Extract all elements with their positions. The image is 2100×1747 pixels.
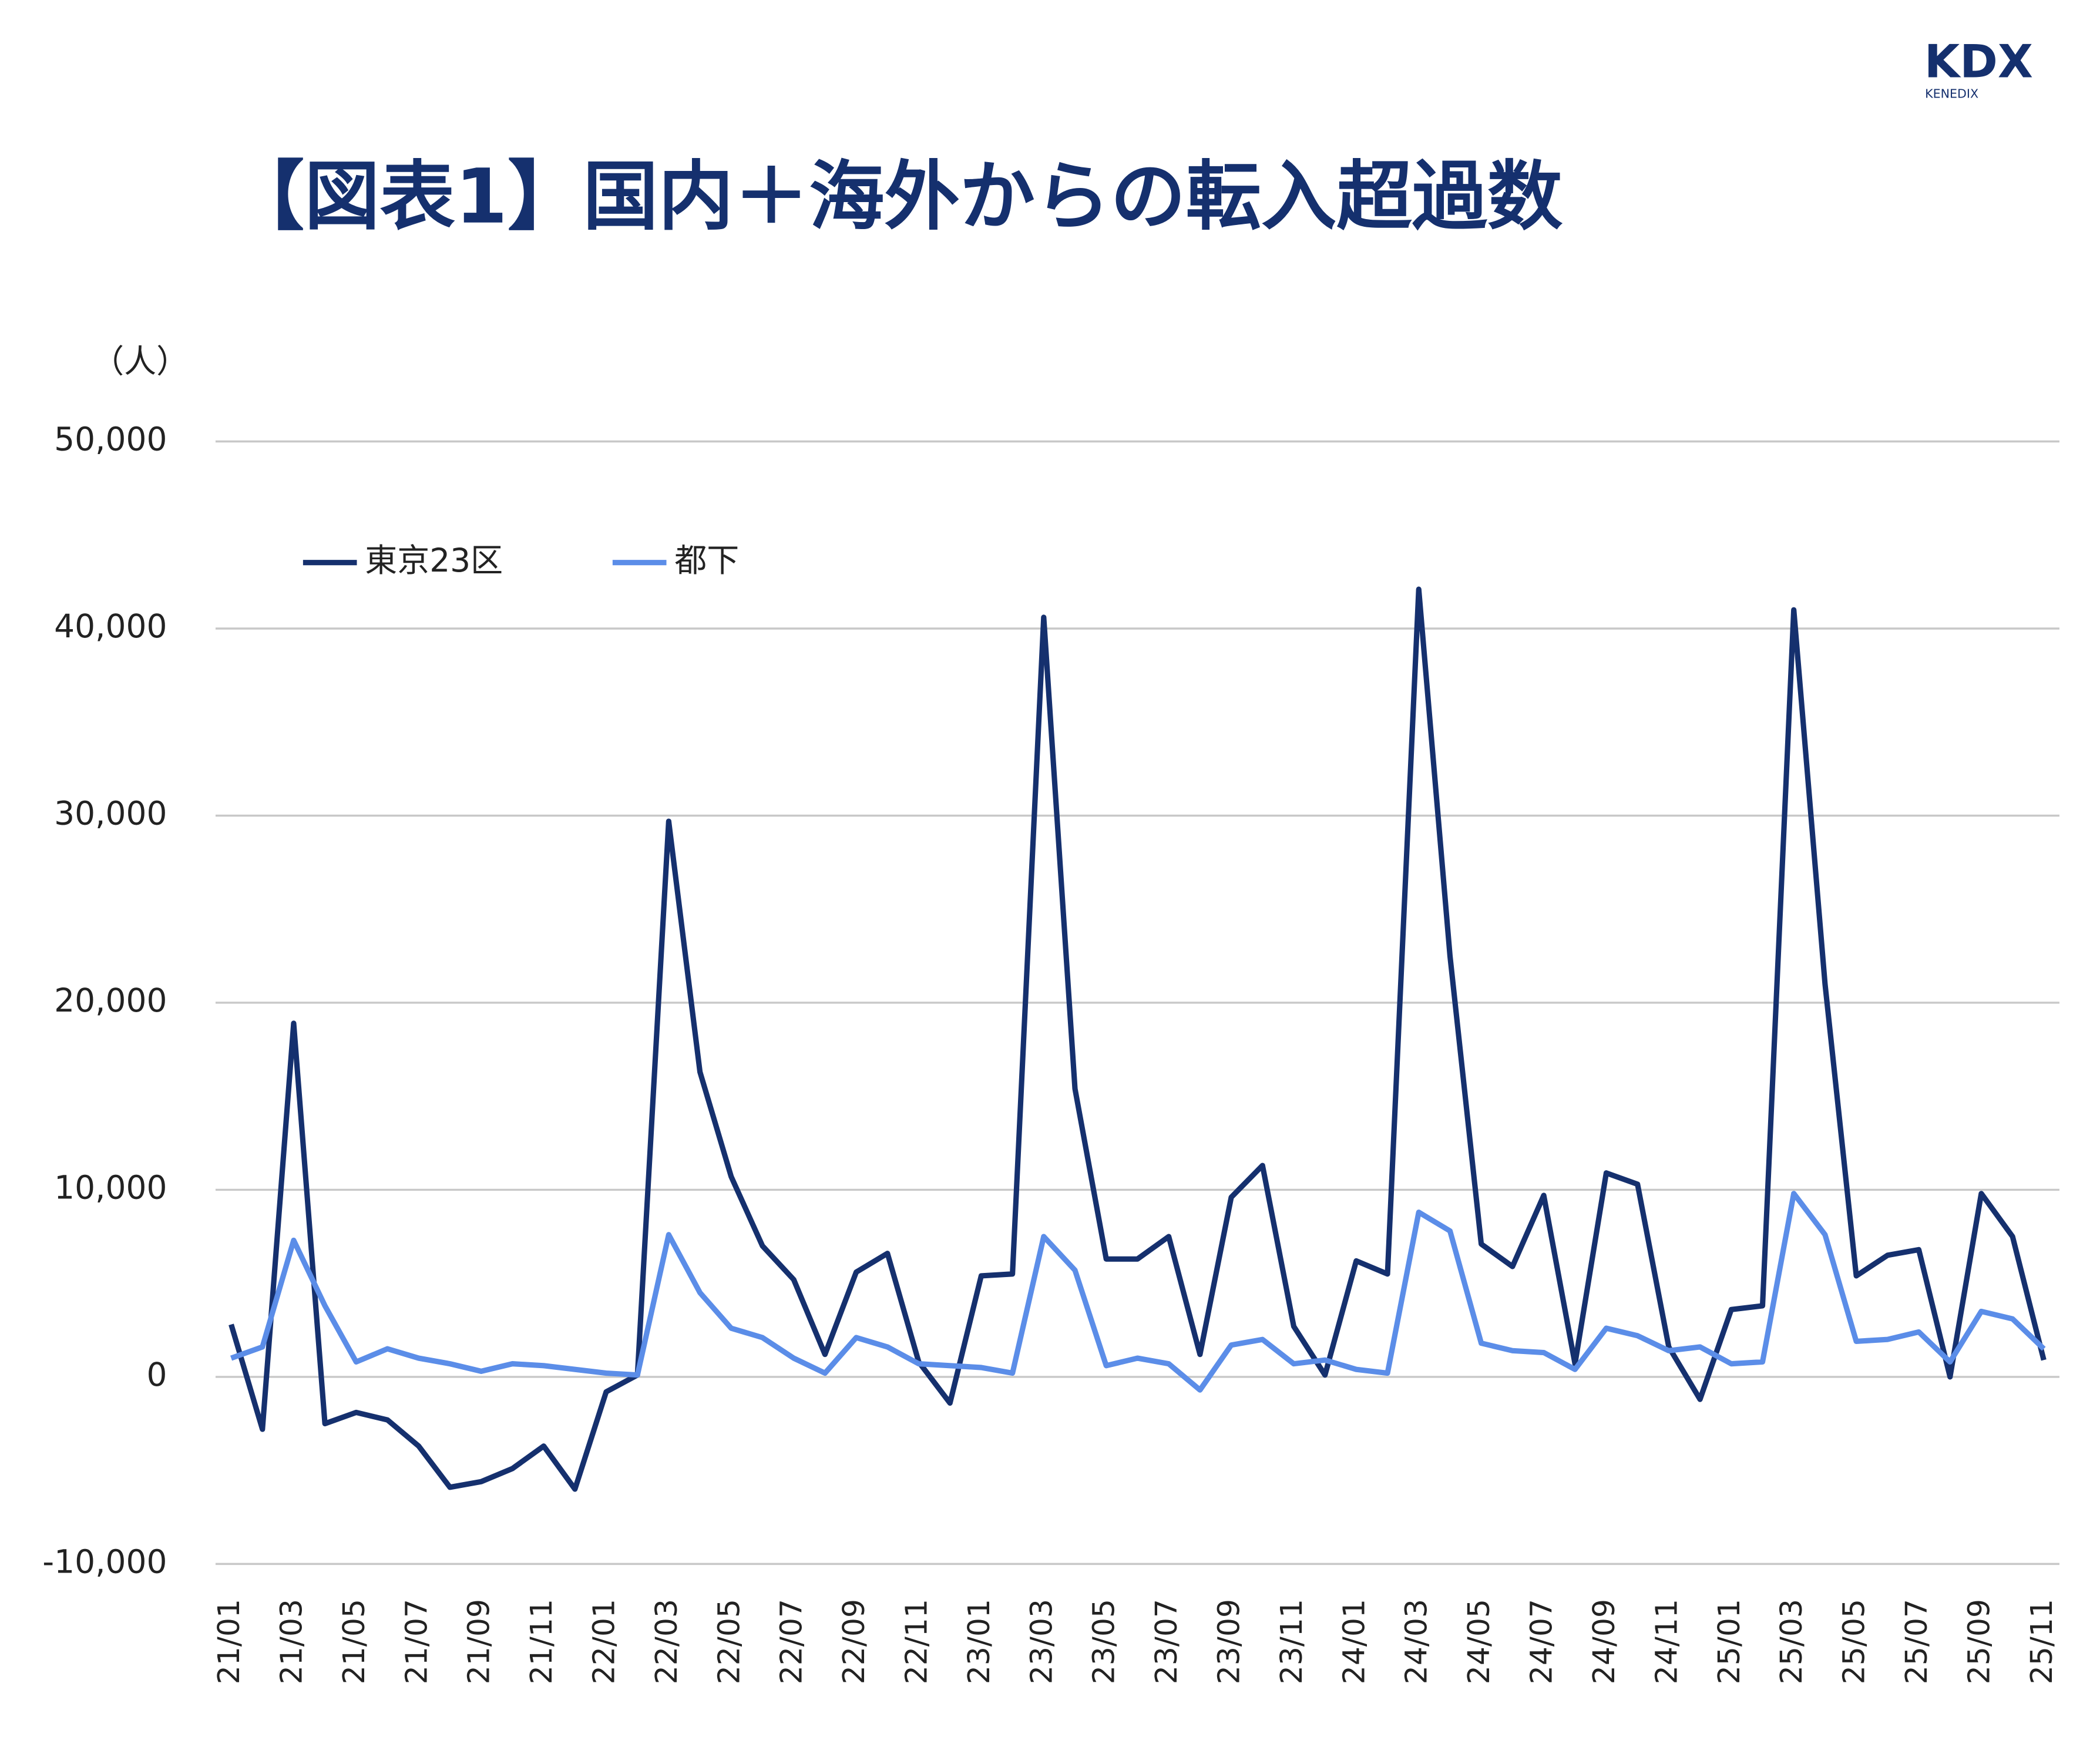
x-tick-label: 24/01: [1336, 1599, 1371, 1684]
x-tick-label: 22/07: [774, 1599, 809, 1684]
x-tick-label: 22/11: [899, 1599, 934, 1684]
logo-subtext: KENEDIX: [1925, 86, 1978, 100]
y-axis-label: （人）: [92, 342, 189, 380]
x-tick-label: 23/09: [1212, 1599, 1246, 1684]
x-tick-label: 24/09: [1587, 1599, 1621, 1684]
x-tick-label: 22/03: [649, 1599, 684, 1684]
series-line: [230, 1191, 2046, 1393]
x-tick-label: 23/07: [1149, 1599, 1184, 1684]
y-tick-label: 10,000: [54, 1169, 167, 1207]
x-tick-label: 21/03: [274, 1599, 308, 1684]
series-line: [229, 586, 2047, 1492]
logo: KDX: [1924, 35, 2033, 88]
x-tick-label: 24/07: [1524, 1599, 1559, 1684]
x-tick-label: 21/09: [462, 1599, 496, 1684]
x-tick-label: 21/11: [524, 1599, 559, 1684]
y-tick-label: -10,000: [42, 1543, 167, 1581]
x-tick-label: 21/05: [337, 1599, 371, 1684]
x-tick-label: 25/01: [1712, 1599, 1746, 1684]
y-tick-label: 20,000: [54, 982, 167, 1019]
x-tick-label: 25/05: [1837, 1599, 1871, 1684]
x-tick-label: 24/03: [1399, 1599, 1434, 1684]
y-tick-label: 0: [146, 1356, 167, 1393]
x-tick-label: 25/07: [1899, 1599, 1934, 1684]
legend-label: 東京23区: [365, 542, 503, 579]
x-tick-label: 22/05: [711, 1599, 746, 1684]
x-tick-label: 23/01: [962, 1599, 996, 1684]
x-tick-label: 23/11: [1274, 1599, 1309, 1684]
x-tick-label: 24/11: [1649, 1599, 1684, 1684]
x-tick-label: 25/11: [2024, 1599, 2059, 1684]
chart-title: 【図表1】国内＋海外からの転入超過数: [229, 153, 1563, 241]
y-tick-label: 40,000: [54, 607, 167, 645]
x-tick-label: 22/01: [586, 1599, 621, 1684]
x-tick-label: 25/09: [1961, 1599, 1996, 1684]
legend-label: 都下: [674, 542, 739, 579]
y-tick-label: 30,000: [54, 795, 167, 832]
x-tick-label: 24/05: [1461, 1599, 1496, 1684]
x-tick-label: 22/09: [836, 1599, 871, 1684]
x-tick-label: 23/03: [1024, 1599, 1059, 1684]
y-tick-label: 50,000: [54, 421, 167, 458]
x-tick-label: 21/01: [211, 1599, 246, 1684]
x-tick-label: 25/03: [1774, 1599, 1809, 1684]
x-tick-label: 21/07: [399, 1599, 434, 1684]
x-tick-label: 23/05: [1087, 1599, 1121, 1684]
